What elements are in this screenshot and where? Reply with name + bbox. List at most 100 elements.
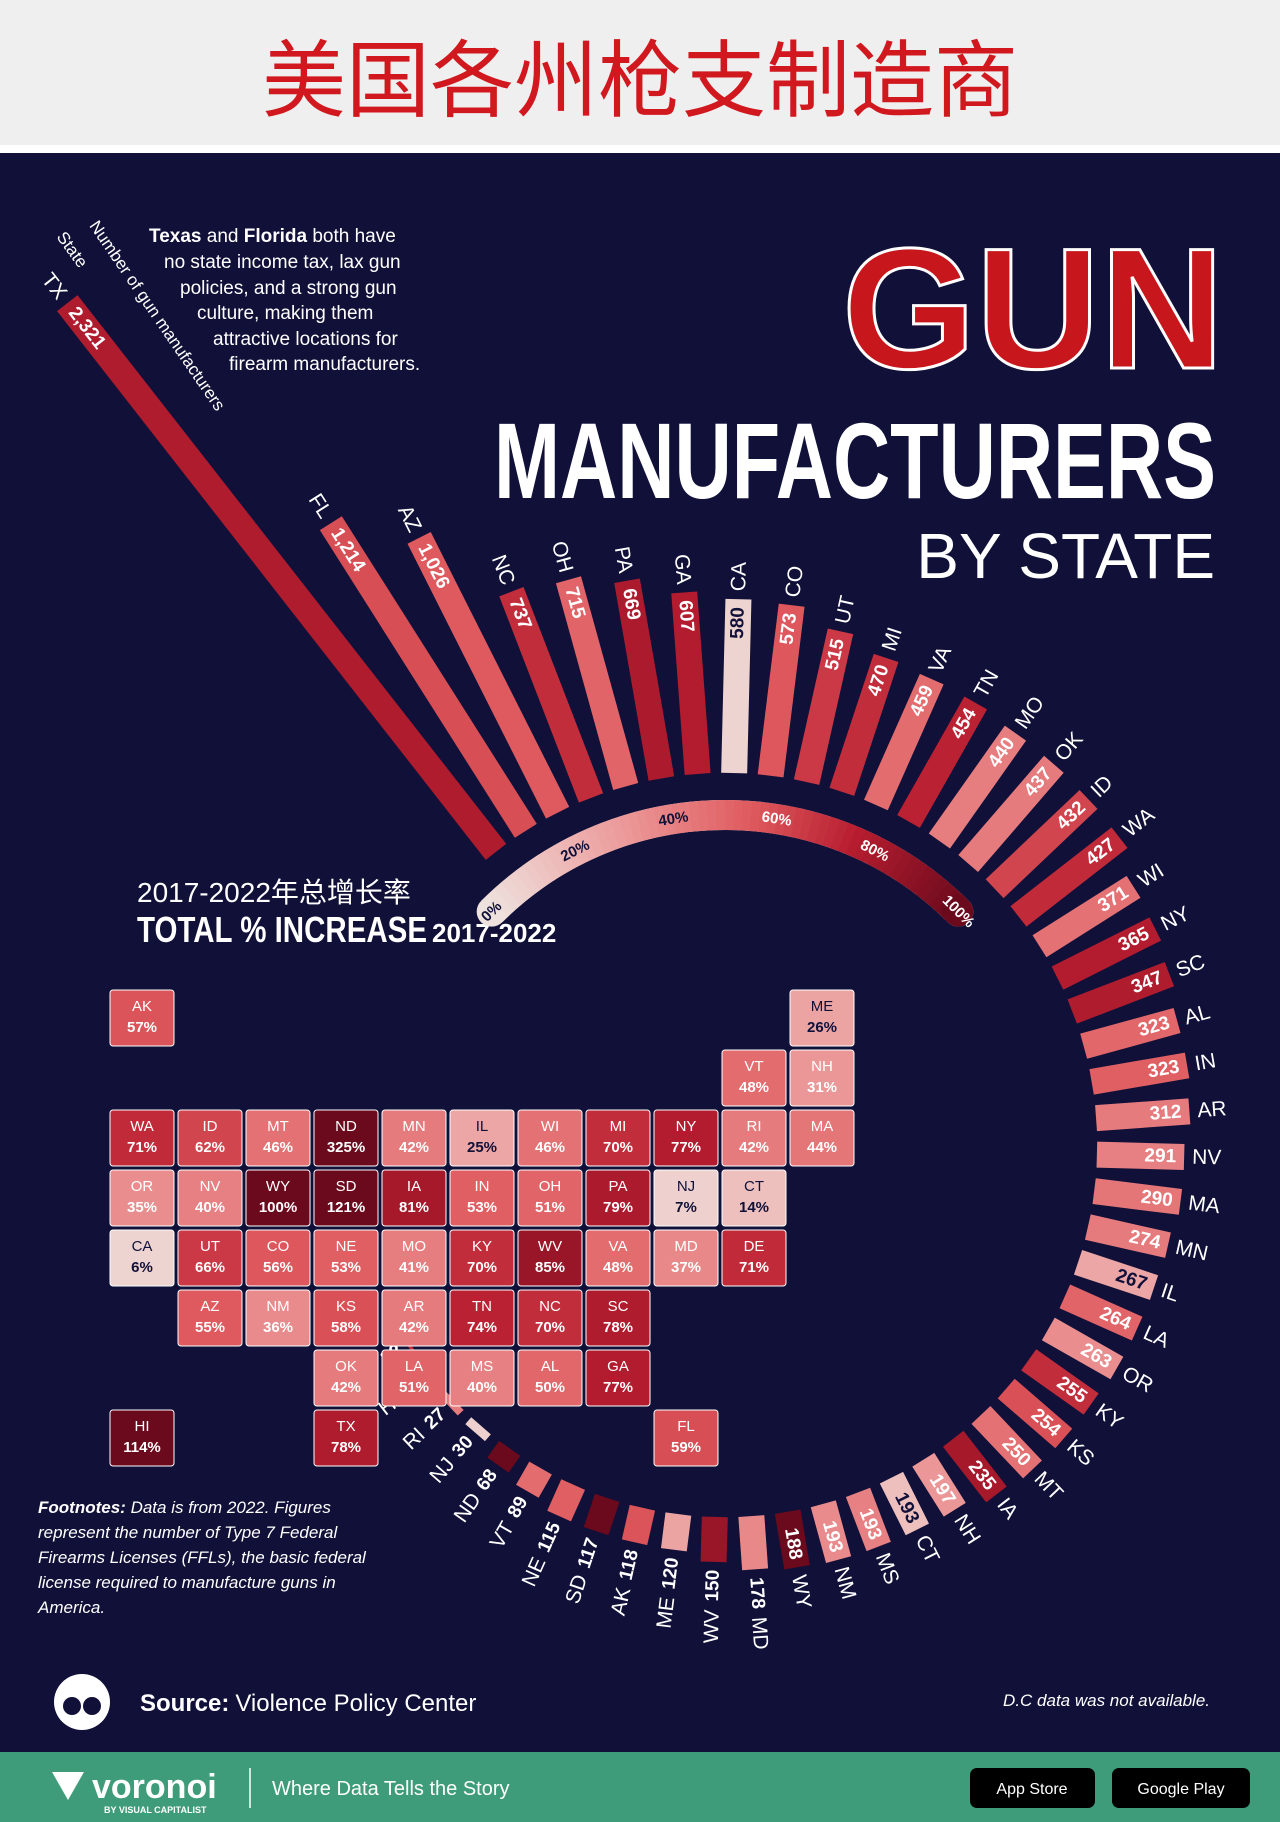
state-tile [585, 1169, 651, 1227]
app-store-label[interactable]: App Store [996, 1781, 1067, 1798]
state-tile [245, 1169, 311, 1227]
google-play-label[interactable]: Google Play [1137, 1781, 1224, 1798]
bar [928, 725, 1027, 849]
state-value-label: 50% [535, 1379, 565, 1396]
bar [1095, 1098, 1191, 1132]
bar [1084, 1214, 1171, 1258]
state-tile [245, 1109, 311, 1167]
state-tile [721, 1229, 787, 1287]
state-label: NE [336, 1238, 357, 1255]
bar [1092, 1178, 1183, 1215]
annotation-text: and [201, 226, 243, 247]
state-value-label: 37% [671, 1259, 701, 1276]
state-tile [109, 1229, 175, 1287]
state-value-label: 14% [739, 1199, 769, 1216]
bar [1021, 1349, 1099, 1415]
state-label: WY [266, 1178, 290, 1195]
state-value-label: 51% [399, 1379, 429, 1396]
bar [487, 1440, 521, 1473]
bar-value-label: 150 [702, 1570, 724, 1602]
state-value-label: 78% [331, 1439, 361, 1456]
bar [738, 1515, 769, 1571]
bar [897, 696, 988, 828]
state-tile [381, 1349, 447, 1407]
state-tile [109, 1169, 175, 1227]
annotation-line: policies, and a strong gun [180, 278, 397, 299]
bar [583, 1493, 620, 1536]
state-label: NM [266, 1298, 289, 1315]
state-label: VA [609, 1238, 628, 1255]
title-main: MANUFACTURERS [494, 400, 1216, 521]
state-value-label: 71% [127, 1139, 157, 1156]
annotation-line: culture, making them [197, 303, 373, 324]
state-label: ID [203, 1118, 218, 1135]
state-value-label: 6% [131, 1259, 153, 1276]
state-label: MD [674, 1238, 697, 1255]
state-value-label: 56% [263, 1259, 293, 1276]
state-tile [449, 1229, 515, 1287]
brand: voronoi [92, 1768, 217, 1806]
state-label: RI [747, 1118, 762, 1135]
source-icon [54, 1674, 110, 1730]
bar [1067, 962, 1175, 1024]
bar-category-label: ME [653, 1596, 680, 1630]
state-tile [449, 1349, 515, 1407]
state-value-label: 40% [195, 1199, 225, 1216]
annotation-line: Texas and Florida both have [149, 226, 396, 247]
state-label: AL [541, 1358, 559, 1375]
map-title: TOTAL % INCREASE [137, 909, 427, 950]
state-tile [177, 1169, 243, 1227]
state-tile [449, 1169, 515, 1227]
bar [829, 653, 899, 796]
state-value-label: 66% [195, 1259, 225, 1276]
state-tile [313, 1409, 379, 1467]
bar [721, 598, 752, 774]
state-value-label: 46% [263, 1139, 293, 1156]
state-tile [721, 1049, 787, 1107]
state-value-label: 74% [467, 1319, 497, 1336]
state-label: NC [539, 1298, 561, 1315]
bar-category-label: MD [747, 1616, 772, 1650]
bar [1032, 875, 1141, 958]
state-tile [653, 1109, 719, 1167]
footnotes-text: Data is from 2022. Figures represent the… [38, 1498, 366, 1617]
state-label: MS [471, 1358, 494, 1375]
google-play-button[interactable] [1112, 1768, 1250, 1808]
state-tile [177, 1109, 243, 1167]
bar-value-label: 290 [1140, 1187, 1174, 1212]
state-tile [313, 1289, 379, 1347]
state-value-label: 42% [399, 1319, 429, 1336]
bar [757, 603, 805, 778]
logo-dot [83, 1697, 101, 1715]
state-label: WV [538, 1238, 562, 1255]
bar [671, 591, 711, 775]
state-value-label: 7% [675, 1199, 697, 1216]
app-store-button[interactable] [970, 1768, 1095, 1808]
state-value-label: 62% [195, 1139, 225, 1156]
state-label: MO [402, 1238, 426, 1255]
state-tile [585, 1289, 651, 1347]
state-tile [789, 989, 855, 1047]
state-label: FL [677, 1418, 695, 1435]
state-tile [721, 1169, 787, 1227]
logo-circle [54, 1674, 110, 1730]
state-tile [789, 1049, 855, 1107]
state-label: WA [130, 1118, 154, 1135]
bar-value-label: 291 [1144, 1145, 1177, 1167]
state-tile [449, 1109, 515, 1167]
state-tile [381, 1229, 447, 1287]
footnotes: Footnotes: Data is from 2022. Figures re… [38, 1495, 373, 1620]
state-value-label: 81% [399, 1199, 429, 1216]
banner-title: 美国各州枪支制造商 [262, 34, 1018, 128]
state-tile [517, 1349, 583, 1407]
state-value-label: 57% [127, 1019, 157, 1036]
state-value-label: 55% [195, 1319, 225, 1336]
state-tile [245, 1289, 311, 1347]
title-sub: BY STATE [916, 520, 1215, 592]
state-value-label: 59% [671, 1439, 701, 1456]
state-value-label: 25% [467, 1139, 497, 1156]
state-label: KS [336, 1298, 356, 1315]
state-value-label: 100% [259, 1199, 297, 1216]
legend-tick-label: 60% [760, 808, 792, 829]
